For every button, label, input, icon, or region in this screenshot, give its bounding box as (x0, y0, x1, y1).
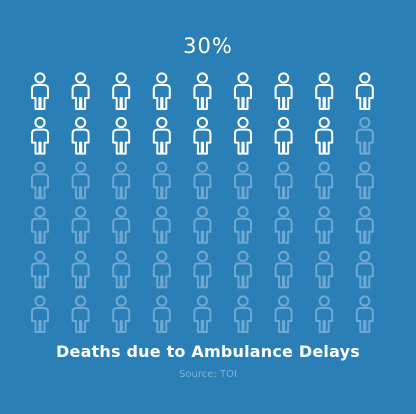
person-icon-empty (71, 161, 90, 200)
person-icon-empty (315, 295, 334, 333)
person-icon-filled (315, 72, 334, 110)
person-icon-empty (152, 295, 171, 333)
person-icon-empty (193, 250, 212, 289)
person-icon-empty (315, 206, 334, 244)
person-icon-empty (71, 206, 90, 244)
source-label: Source: TOI (179, 369, 237, 380)
person-icon-filled (234, 72, 252, 110)
person-icon-empty (274, 206, 293, 244)
person-icon-filled (31, 72, 49, 110)
person-icon-empty (355, 295, 374, 333)
person-icon-empty (274, 250, 293, 289)
person-icon-filled (152, 72, 171, 110)
person-icon-empty (355, 250, 374, 289)
person-icon-empty (112, 295, 131, 333)
person-icon-empty (71, 250, 90, 289)
person-icon-empty (112, 206, 131, 244)
person-icon-empty (31, 250, 49, 289)
person-icon-empty (274, 295, 293, 333)
person-icon-filled (234, 116, 252, 155)
person-icon-empty (193, 206, 212, 244)
person-icon-empty (355, 116, 374, 155)
person-icon-filled (71, 116, 90, 155)
chart-title: Deaths due to Ambulance Delays (56, 342, 360, 361)
person-icon-empty (112, 250, 131, 289)
person-icon-empty (152, 161, 171, 200)
person-icon-empty (152, 206, 171, 244)
person-icon-empty (31, 295, 49, 333)
person-icon-filled (112, 116, 131, 155)
person-icon-empty (31, 161, 49, 200)
person-icon-empty (112, 161, 131, 200)
person-icon-empty (31, 206, 49, 244)
person-icon-empty (274, 161, 293, 200)
person-icon-empty (234, 161, 252, 200)
person-icon-filled (274, 72, 293, 110)
person-icon-empty (193, 161, 212, 200)
person-icon-filled (193, 116, 212, 155)
person-icon-empty (234, 295, 252, 333)
percentage-label: 30% (183, 34, 233, 58)
person-icon-filled (193, 72, 212, 110)
person-icon-filled (31, 116, 49, 155)
person-icon-empty (315, 161, 334, 200)
person-icon-empty (193, 295, 212, 333)
person-icon-empty (355, 206, 374, 244)
person-icon-filled (315, 116, 334, 155)
person-icon-empty (234, 250, 252, 289)
person-icon-empty (355, 161, 374, 200)
person-icon-empty (315, 250, 334, 289)
person-icon-empty (71, 295, 90, 333)
person-icon-filled (274, 116, 293, 155)
person-icon-empty (152, 250, 171, 289)
person-icon-filled (112, 72, 131, 110)
person-icon-empty (234, 206, 252, 244)
person-icon-filled (152, 116, 171, 155)
person-icon-filled (355, 72, 374, 110)
person-icon-filled (71, 72, 90, 110)
